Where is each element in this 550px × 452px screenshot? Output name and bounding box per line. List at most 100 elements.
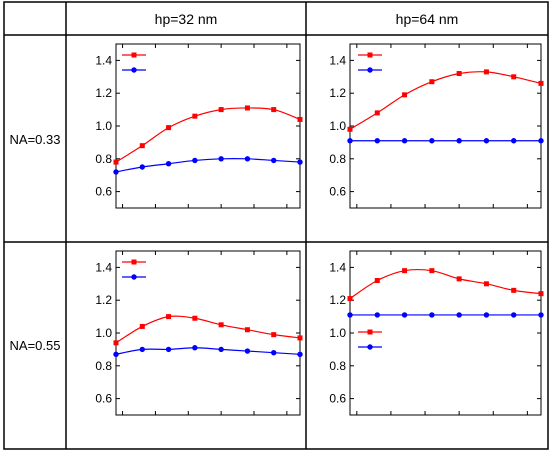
data-point-background (429, 138, 435, 144)
data-point-defect-signal (347, 296, 353, 302)
data-point-defect-signal (456, 276, 462, 282)
data-point-background (538, 312, 544, 318)
data-point-defect-signal (402, 92, 408, 98)
data-point-defect-signal (244, 327, 250, 333)
data-point-defect-signal (113, 159, 119, 165)
data-point-background (297, 159, 303, 165)
data-point-background (139, 164, 145, 170)
y-tick-label: 1.4 (95, 260, 112, 274)
data-point-background (511, 312, 517, 318)
data-point-background (244, 348, 251, 354)
data-point-defect-signal (538, 80, 544, 86)
y-tick-label: 1.0 (329, 119, 346, 133)
chart-panel-a: 0.6 0.8 1.0 1.2 1.4 (95, 43, 303, 209)
data-point-defect-signal (218, 322, 224, 328)
data-point-background (538, 138, 544, 144)
row-header-na033: NA=0.33 (10, 132, 61, 147)
data-point-background (456, 138, 462, 144)
data-point-background (113, 169, 119, 175)
y-tick-label: 0.6 (329, 185, 346, 199)
y-tick-label: 1.2 (95, 293, 112, 307)
data-point-defect-signal (271, 332, 277, 338)
y-tick-label: 0.6 (95, 392, 112, 406)
data-point-background (297, 351, 303, 358)
y-tick-label: 1.4 (329, 260, 346, 274)
data-point-background (483, 138, 490, 144)
plot-frame (349, 43, 542, 209)
data-point-defect-signal (429, 268, 435, 274)
data-point-defect-signal (113, 340, 119, 346)
data-point-defect-signal (347, 126, 353, 132)
series-line-defect-signal (115, 315, 301, 344)
y-tick-label: 1.4 (95, 53, 112, 67)
y-tick-label: 1.2 (329, 86, 346, 100)
data-point-background (401, 138, 408, 144)
plot-frame (115, 43, 301, 209)
data-point-background (347, 138, 353, 144)
y-tick-label: 0.8 (95, 359, 112, 373)
legend-marker-circle (367, 344, 373, 350)
data-point-defect-signal (429, 79, 435, 85)
y-tick-label: 0.6 (95, 185, 112, 199)
y-tick-label: 1.0 (95, 326, 112, 340)
column-header-hp64: hp=64 nm (396, 11, 459, 27)
y-tick-label: 1.2 (329, 293, 346, 307)
data-point-background (218, 156, 224, 162)
y-tick-label: 0.6 (329, 392, 346, 406)
data-point-background (271, 157, 277, 164)
data-point-defect-signal (139, 143, 145, 149)
legend-marker-square (131, 259, 137, 265)
data-point-background (165, 161, 172, 167)
y-tick-label: 1.0 (95, 119, 112, 133)
data-point-background (483, 312, 490, 318)
legend-marker-square (367, 52, 373, 58)
legend-marker-square (131, 52, 137, 58)
series-line-defect-signal (115, 107, 301, 163)
plot-frame (349, 250, 542, 416)
data-point-background (456, 312, 462, 318)
data-point-background (271, 349, 277, 356)
data-point-background (511, 138, 517, 144)
data-point-defect-signal (139, 323, 145, 329)
y-tick-label: 0.8 (329, 359, 346, 373)
data-point-defect-signal (271, 107, 277, 113)
data-point-defect-signal (218, 107, 224, 113)
legend-marker-circle (367, 67, 373, 73)
data-point-defect-signal (297, 335, 303, 341)
data-point-background (139, 346, 145, 353)
data-point-defect-signal (511, 74, 517, 80)
y-tick-label: 1.0 (329, 326, 346, 340)
series-line-defect-signal (349, 71, 542, 130)
data-point-defect-signal (483, 281, 489, 287)
column-header-hp32: hp=32 nm (155, 11, 218, 27)
data-point-defect-signal (456, 71, 462, 77)
y-tick-label: 0.8 (95, 152, 112, 166)
data-point-defect-signal (297, 116, 303, 122)
legend-marker-square (367, 329, 373, 335)
series-line-defect-signal (349, 268, 542, 300)
data-point-background (192, 345, 198, 351)
data-point-background (192, 157, 198, 164)
data-point-defect-signal (166, 125, 172, 131)
data-point-background (429, 312, 435, 318)
data-point-defect-signal (192, 113, 198, 119)
data-point-defect-signal (166, 314, 172, 320)
data-point-defect-signal (483, 69, 489, 75)
data-point-defect-signal (511, 287, 517, 293)
data-point-background (244, 156, 251, 162)
data-point-background (113, 351, 119, 358)
y-tick-label: 1.2 (95, 86, 112, 100)
data-point-background (347, 312, 353, 318)
table-grid (3, 1, 549, 450)
legend-marker-circle (131, 274, 137, 280)
data-point-background (374, 138, 380, 144)
data-point-background (165, 346, 172, 353)
data-point-background (374, 312, 380, 318)
data-point-defect-signal (192, 315, 198, 321)
data-point-defect-signal (374, 110, 380, 116)
chart-panel-d: 0.6 0.8 1.0 1.2 1.4 (329, 250, 544, 416)
data-point-defect-signal (402, 268, 408, 274)
data-point-defect-signal (244, 105, 250, 111)
chart-panel-c: 0.6 0.8 1.0 1.2 1.4 (95, 250, 303, 416)
